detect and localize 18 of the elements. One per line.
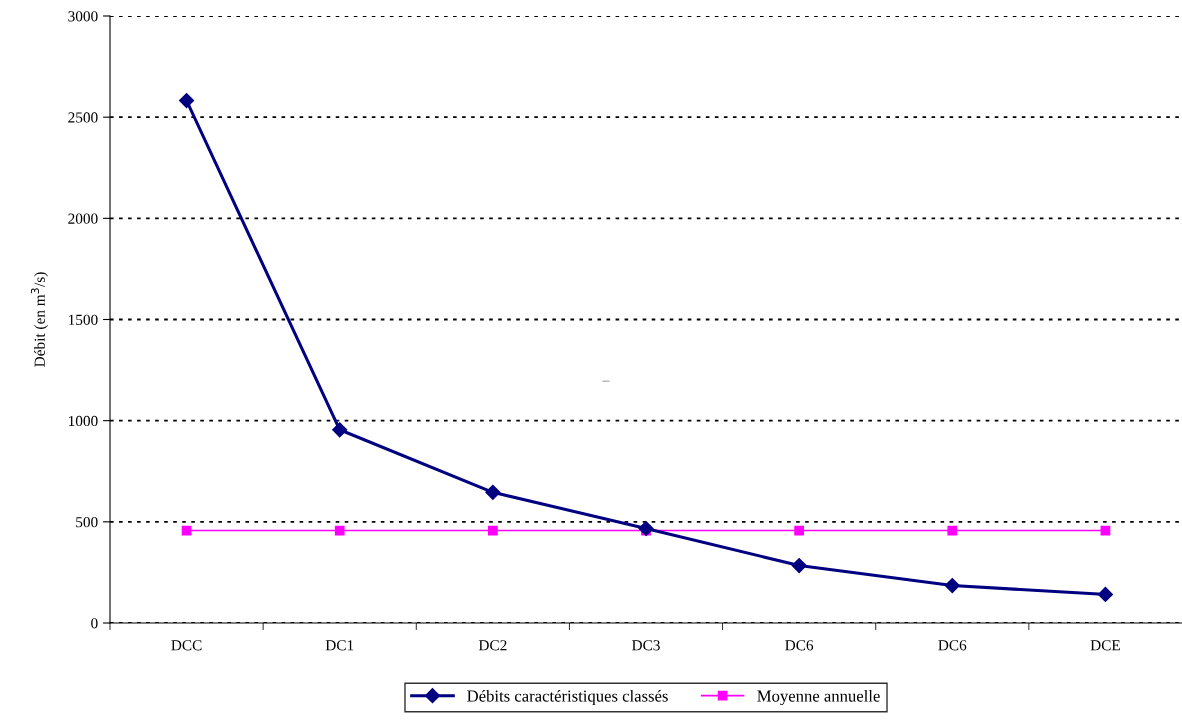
x-tick-label: DCE bbox=[1090, 640, 1120, 651]
y-tick-label: 1500 bbox=[68, 314, 98, 325]
annotation: – bbox=[602, 380, 610, 382]
x-tick-label: DC6 bbox=[785, 640, 814, 651]
y-tick-label: 3000 bbox=[68, 11, 98, 22]
legend-label: Moyenne annuelle bbox=[757, 689, 880, 706]
legend-label: Débits caractéristiques classés bbox=[467, 689, 668, 706]
y-tick-label: 2000 bbox=[68, 213, 98, 224]
y-tick-label: 1000 bbox=[68, 415, 98, 427]
y-tick-label: 0 bbox=[91, 618, 98, 629]
x-tick-label: DC3 bbox=[632, 640, 660, 651]
y-axis-title: Débit (en m$^{3}$/s) bbox=[30, 272, 48, 367]
x-tick-label: DC2 bbox=[478, 640, 507, 651]
y-tick-label: 500 bbox=[76, 516, 98, 528]
y-tick-label: 2500 bbox=[68, 112, 98, 123]
x-tick-label: DC6 bbox=[938, 640, 967, 651]
x-tick-label: DCC bbox=[171, 640, 202, 651]
x-tick-label: DC1 bbox=[325, 640, 354, 651]
